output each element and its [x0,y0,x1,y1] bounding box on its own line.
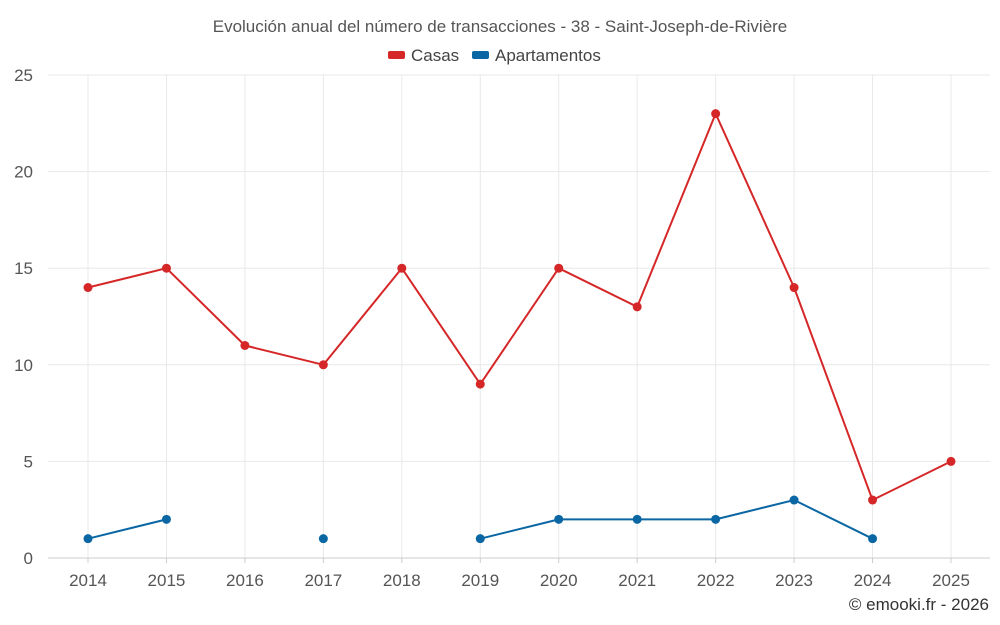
x-tick-label: 2021 [618,571,656,590]
data-point-casas[interactable] [240,340,250,350]
x-tick-label: 2018 [383,571,421,590]
data-point-apartamentos[interactable] [789,495,799,505]
x-tick-label: 2025 [932,571,970,590]
legend-label-casas[interactable]: Casas [411,46,459,65]
x-tick-label: 2015 [148,571,186,590]
data-point-apartamentos[interactable] [318,534,328,544]
data-point-apartamentos[interactable] [475,534,485,544]
data-point-casas[interactable] [475,379,485,389]
series-casas [83,109,956,505]
data-point-apartamentos[interactable] [868,534,878,544]
data-point-casas[interactable] [397,263,407,273]
legend: Casas Apartamentos [388,46,601,65]
series-line-casas [87,112,952,502]
x-tick-label: 2014 [69,571,107,590]
data-point-apartamentos[interactable] [632,514,642,524]
data-point-casas[interactable] [946,456,956,466]
series-line-apartamentos [87,518,167,540]
y-tick-label: 15 [14,259,33,278]
series-line-apartamentos [480,499,873,540]
x-tick-label: 2019 [461,571,499,590]
x-tick-label: 2017 [304,571,342,590]
data-point-apartamentos[interactable] [711,514,721,524]
data-point-casas[interactable] [711,109,721,119]
y-tick-label: 20 [14,163,33,182]
series-apartamentos [83,495,878,544]
y-tick-label: 0 [24,549,33,568]
data-point-casas[interactable] [318,360,328,370]
x-tick-label: 2016 [226,571,264,590]
chart-title: Evolución anual del número de transaccio… [213,17,788,36]
x-tick-label: 2020 [540,571,578,590]
data-point-apartamentos[interactable] [161,514,171,524]
data-point-apartamentos[interactable] [554,514,564,524]
data-point-casas[interactable] [83,283,93,293]
x-tick-label: 2024 [854,571,892,590]
legend-swatch-apartamentos [472,51,489,59]
y-tick-label: 5 [24,452,33,471]
data-point-casas[interactable] [632,302,642,312]
y-tick-label: 10 [14,356,33,375]
legend-label-apartamentos[interactable]: Apartamentos [495,46,601,65]
data-point-casas[interactable] [161,263,171,273]
legend-swatch-casas [388,51,405,59]
data-point-casas[interactable] [789,283,799,293]
data-point-apartamentos[interactable] [83,534,93,544]
x-tick-label: 2022 [697,571,735,590]
data-point-casas[interactable] [868,495,878,505]
series [83,109,956,544]
grid [48,74,990,559]
credit-text: © emooki.fr - 2026 [849,595,989,614]
data-point-casas[interactable] [554,263,564,273]
x-tick-label: 2023 [775,571,813,590]
y-tick-label: 25 [14,66,33,85]
